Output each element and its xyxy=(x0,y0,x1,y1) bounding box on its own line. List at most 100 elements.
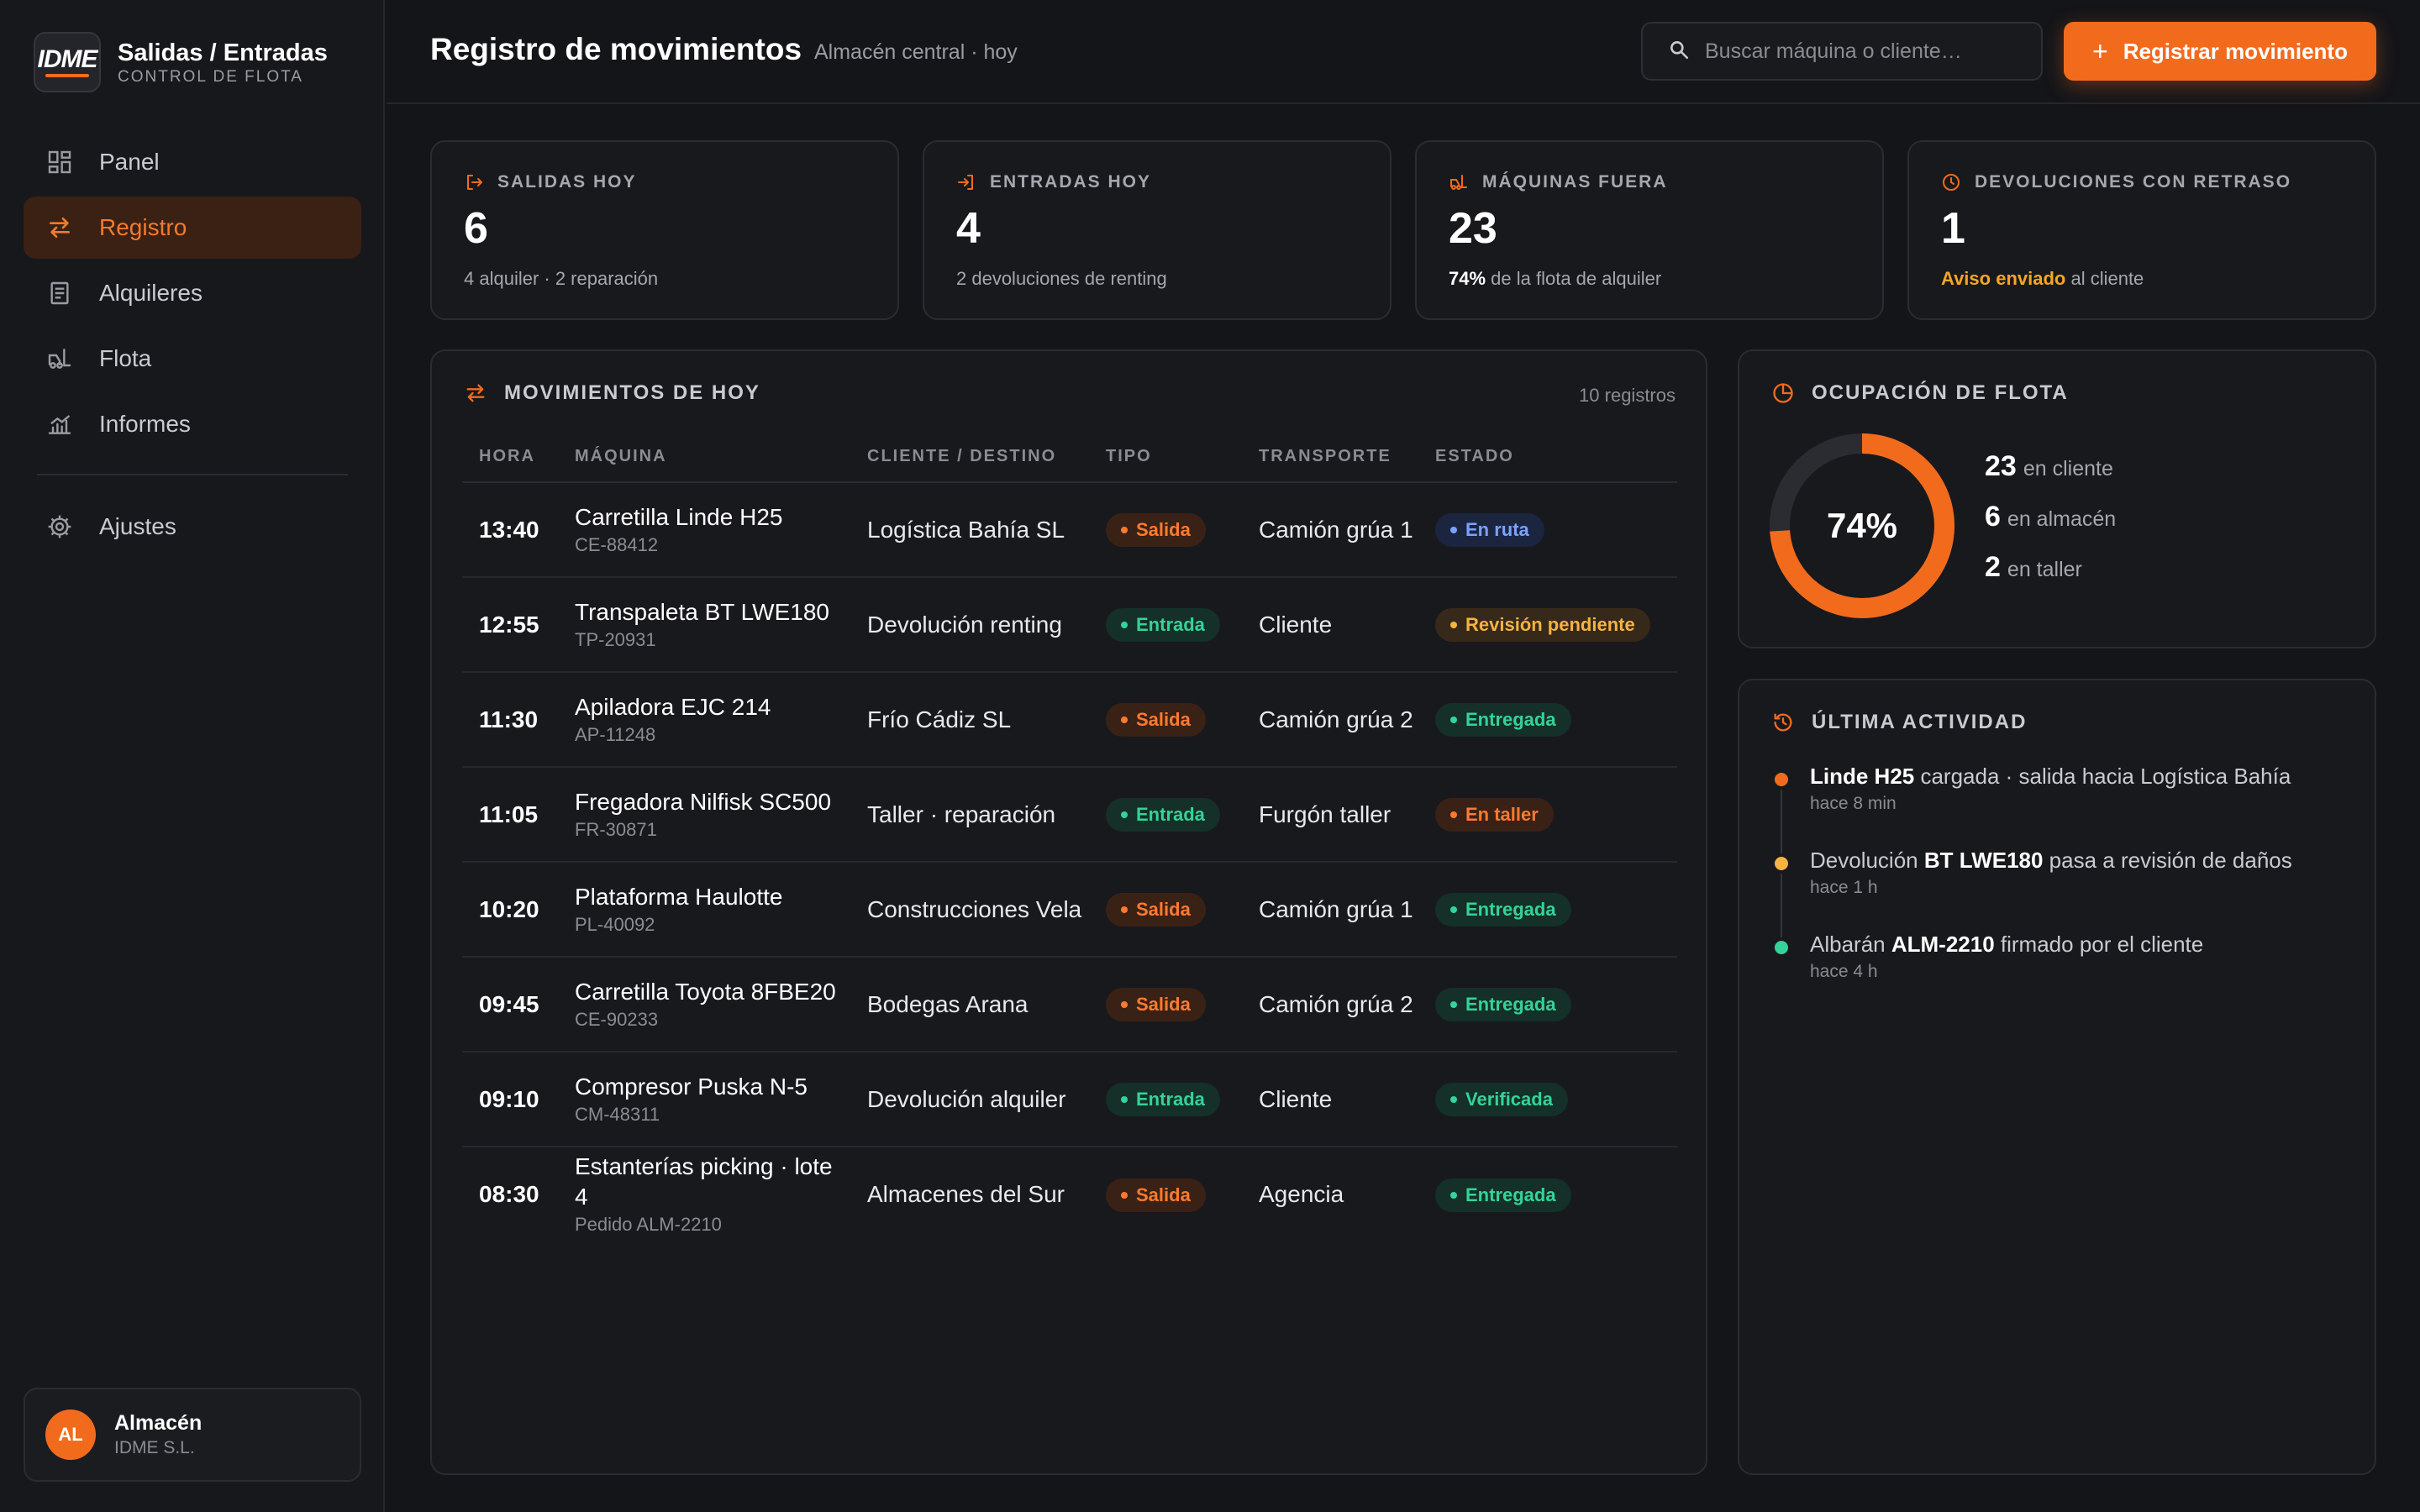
activity-item[interactable]: Albarán ALM-2210 firmado por el cliente … xyxy=(1770,929,2358,1013)
register-movement-button[interactable]: + Registrar movimiento xyxy=(2064,22,2376,81)
sidebar-item-label: Flota xyxy=(99,345,152,371)
cell-status: Entregada xyxy=(1418,1147,1677,1242)
movements-panel: MOVIMIENTOS DE HOY 10 registros HORA MÁQ… xyxy=(430,349,1707,1475)
sidebar-nav: Panel Registro Alquileres Flota Informes xyxy=(24,131,361,561)
stat-value: 23 xyxy=(1449,204,1497,253)
cell-type: Salida xyxy=(1089,957,1242,1053)
stat-card-entradas[interactable]: ENTRADAS HOY 4 2 devoluciones de renting xyxy=(923,140,1392,320)
logo-text: IDME xyxy=(37,45,98,73)
cell-status: Entregada xyxy=(1418,957,1677,1053)
stats-row: SALIDAS HOY 6 4 alquiler · 2 reparación … xyxy=(430,140,2376,320)
activity-text: Albarán ALM-2210 firmado por el cliente xyxy=(1810,929,2358,959)
panel-title: MOVIMIENTOS DE HOY xyxy=(504,381,760,404)
plus-icon: + xyxy=(2092,35,2108,66)
cell-type: Salida xyxy=(1089,1147,1242,1242)
search-input[interactable] xyxy=(1705,39,2024,64)
search-box[interactable] xyxy=(1641,22,2043,81)
cell-type: Entrada xyxy=(1089,1052,1242,1147)
column-header-maquina[interactable]: MÁQUINA xyxy=(558,432,850,483)
cell-status: En ruta xyxy=(1418,482,1677,578)
machine-code: PL-40092 xyxy=(575,913,655,935)
legend-item: 6 en almacén xyxy=(1985,501,2116,551)
logo-underline xyxy=(45,74,89,77)
activity-item[interactable]: Linde H25 cargada · salida hacia Logísti… xyxy=(1770,761,2358,845)
user-card[interactable]: AL Almacén IDME S.L. xyxy=(24,1388,361,1482)
avatar: AL xyxy=(45,1410,96,1460)
sidebar-item-panel[interactable]: Panel xyxy=(24,131,361,193)
type-badge: Salida xyxy=(1106,1178,1206,1212)
column-header-hora[interactable]: HORA xyxy=(462,432,558,483)
stat-card-maquinas-fuera[interactable]: MÁQUINAS FUERA 23 74% de la flota de alq… xyxy=(1415,140,1884,320)
stat-card-salidas[interactable]: SALIDAS HOY 6 4 alquiler · 2 reparación xyxy=(430,140,899,320)
activity-text: Devolución BT LWE180 pasa a revisión de … xyxy=(1810,845,2358,875)
enter-icon xyxy=(958,175,973,190)
table-row[interactable]: 09:10 Compresor Puska N-5 CM-48311 Devolu… xyxy=(462,1052,1677,1147)
machine-name: Fregadora Nilfisk SC500 xyxy=(575,788,832,815)
sidebar-item-label: Panel xyxy=(99,149,160,175)
cell-time: 13:40 xyxy=(462,482,558,578)
swap-arrows-icon xyxy=(45,213,74,242)
sidebar-item-flota[interactable]: Flota xyxy=(24,328,361,390)
occupancy-percent: 74% xyxy=(1826,506,1898,545)
legend-value: 6 xyxy=(1985,501,2001,533)
activity-text-post: pasa a revisión de daños xyxy=(2043,848,2292,873)
stat-note: 4 alquiler · 2 reparación xyxy=(464,268,659,289)
table-row[interactable]: 11:05 Fregadora Nilfisk SC500 FR-30871 Ta… xyxy=(462,767,1677,863)
donut-arc xyxy=(1770,433,1954,618)
cell-transport: Camión grúa 2 xyxy=(1242,672,1418,768)
nav-divider xyxy=(37,474,348,475)
stat-card-devoluciones-retraso[interactable]: DEVOLUCIONES CON RETRASO 1 Aviso enviado… xyxy=(1907,140,2376,320)
cell-time: 09:10 xyxy=(462,1052,558,1147)
column-header-estado[interactable]: ESTADO xyxy=(1418,432,1677,483)
register-movement-label: Registrar movimiento xyxy=(2123,38,2348,64)
sidebar-item-informes[interactable]: Informes xyxy=(24,393,361,455)
status-badge: Entregada xyxy=(1435,1178,1571,1212)
brand-logo: IDME xyxy=(34,32,101,92)
cell-type: Salida xyxy=(1089,672,1242,768)
forklift-icon xyxy=(1450,175,1467,190)
document-icon xyxy=(45,279,74,307)
cell-client: Logística Bahía SL xyxy=(850,482,1089,578)
status-badge: Entregada xyxy=(1435,988,1571,1021)
sidebar-item-alquileres[interactable]: Alquileres xyxy=(24,262,361,324)
stat-note: 2 devoluciones de renting xyxy=(956,268,1167,289)
movements-table: HORA MÁQUINA CLIENTE / DESTINO TIPO TRAN… xyxy=(462,432,1677,1242)
cell-status: Entregada xyxy=(1418,862,1677,958)
stat-note-strong: 74% xyxy=(1449,268,1486,289)
column-header-transporte[interactable]: TRANSPORTE xyxy=(1242,432,1418,483)
forklift-icon xyxy=(45,344,74,373)
table-row[interactable]: 10:20 Plataforma Haulotte PL-40092 Constr… xyxy=(462,862,1677,958)
activity-time: hace 1 h xyxy=(1810,878,1878,897)
column-header-cliente[interactable]: CLIENTE / DESTINO xyxy=(850,432,1089,483)
activity-item[interactable]: Devolución BT LWE180 pasa a revisión de … xyxy=(1770,845,2358,929)
cell-time: 11:30 xyxy=(462,672,558,768)
cell-time: 12:55 xyxy=(462,577,558,673)
table-row[interactable]: 12:55 Transpaleta BT LWE180 TP-20931 Devo… xyxy=(462,577,1677,673)
legend-item: 2 en taller xyxy=(1985,551,2116,601)
occupancy-legend: 23 en cliente 6 en almacén 2 en taller xyxy=(1985,450,2116,601)
cell-client: Almacenes del Sur xyxy=(867,1181,1065,1207)
cell-client: Taller · reparación xyxy=(850,767,1089,863)
table-row[interactable]: 13:40 Carretilla Linde H25 CE-88412 Logís… xyxy=(462,482,1677,578)
activity-text-pre: Albarán xyxy=(1810,932,1891,957)
sidebar-item-ajustes[interactable]: Ajustes xyxy=(24,496,361,558)
machine-code: AP-11248 xyxy=(575,723,656,745)
brand-title: Salidas / Entradas xyxy=(118,39,328,66)
page-subtitle: Almacén central · hoy xyxy=(814,40,1018,64)
column-header-tipo[interactable]: TIPO xyxy=(1089,432,1242,483)
stat-label: SALIDAS HOY xyxy=(497,172,637,192)
topbar: Registro de movimientos Almacén central … xyxy=(387,0,2420,104)
table-row[interactable]: 11:30 Apiladora EJC 214 AP-11248 Frío Cád… xyxy=(462,672,1677,768)
table-row[interactable]: 08:30 Estanterías picking · lote 4 Pedido… xyxy=(462,1147,1677,1242)
cell-client: Frío Cádiz SL xyxy=(850,672,1089,768)
type-badge: Salida xyxy=(1106,988,1206,1021)
type-badge: Entrada xyxy=(1106,798,1220,832)
table-row[interactable]: 09:45 Carretilla Toyota 8FBE20 CE-90233 B… xyxy=(462,957,1677,1053)
occupancy-donut xyxy=(1770,433,1954,618)
sidebar-item-registro[interactable]: Registro xyxy=(24,197,361,259)
brand[interactable]: IDME Salidas / Entradas CONTROL DE FLOTA xyxy=(34,32,328,92)
type-badge: Entrada xyxy=(1106,1083,1220,1116)
user-org: IDME S.L. xyxy=(114,1438,195,1457)
activity-text: Linde H25 cargada · salida hacia Logísti… xyxy=(1810,761,2358,791)
sidebar-item-label: Registro xyxy=(99,214,187,240)
